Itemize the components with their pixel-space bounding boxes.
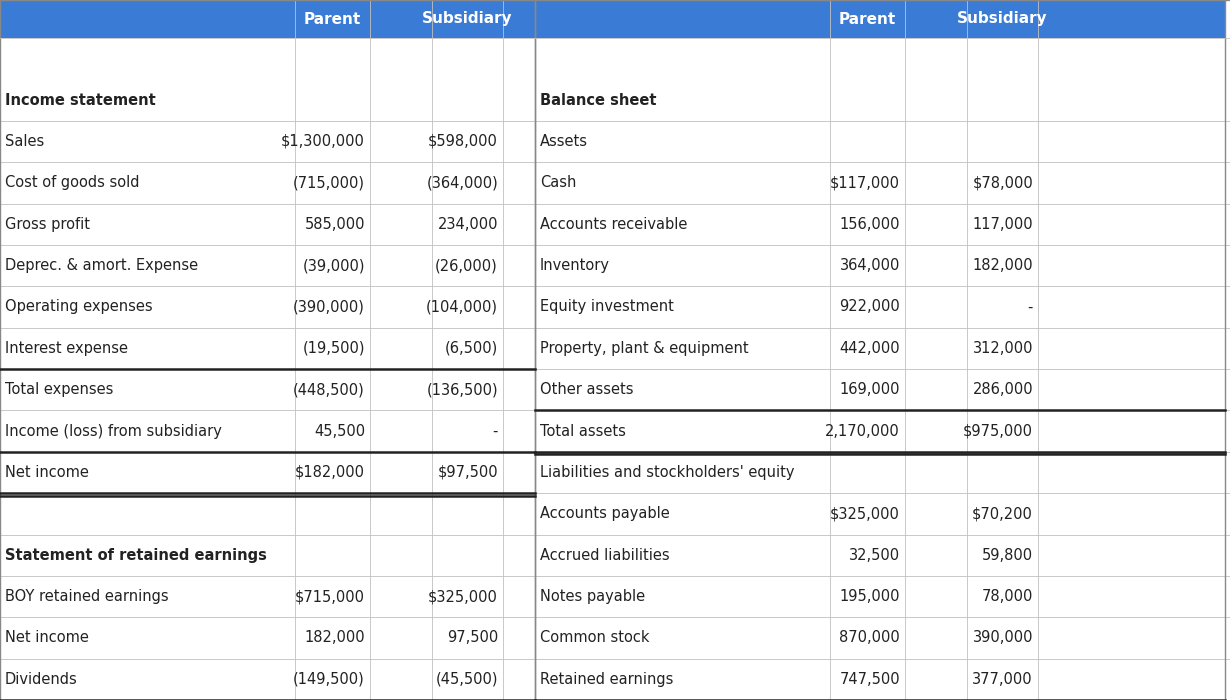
Text: $325,000: $325,000 xyxy=(830,506,900,522)
Text: Cost of goods sold: Cost of goods sold xyxy=(5,175,139,190)
Text: 377,000: 377,000 xyxy=(973,672,1033,687)
Text: 182,000: 182,000 xyxy=(304,631,365,645)
Text: Retained earnings: Retained earnings xyxy=(540,672,673,687)
Text: 870,000: 870,000 xyxy=(839,631,900,645)
Bar xyxy=(0,659,1230,700)
Text: (715,000): (715,000) xyxy=(293,175,365,190)
Text: Accounts payable: Accounts payable xyxy=(540,506,670,522)
Text: (136,500): (136,500) xyxy=(427,382,498,397)
Bar xyxy=(0,120,1230,162)
Text: 78,000: 78,000 xyxy=(982,589,1033,604)
Text: (104,000): (104,000) xyxy=(426,300,498,314)
Text: 364,000: 364,000 xyxy=(840,258,900,273)
Bar xyxy=(0,328,1230,369)
Text: (390,000): (390,000) xyxy=(293,300,365,314)
Text: -: - xyxy=(493,424,498,439)
Text: 169,000: 169,000 xyxy=(840,382,900,397)
Text: Income (loss) from subsidiary: Income (loss) from subsidiary xyxy=(5,424,221,439)
Text: $325,000: $325,000 xyxy=(428,589,498,604)
Text: 922,000: 922,000 xyxy=(839,300,900,314)
Text: Inventory: Inventory xyxy=(540,258,610,273)
Text: Statement of retained earnings: Statement of retained earnings xyxy=(5,547,267,563)
Text: $975,000: $975,000 xyxy=(963,424,1033,439)
Text: Common stock: Common stock xyxy=(540,631,649,645)
Text: Deprec. & amort. Expense: Deprec. & amort. Expense xyxy=(5,258,198,273)
Text: 97,500: 97,500 xyxy=(446,631,498,645)
Text: Assets: Assets xyxy=(540,134,588,149)
Bar xyxy=(0,617,1230,659)
Bar xyxy=(0,0,535,38)
Text: (149,500): (149,500) xyxy=(293,672,365,687)
Text: $70,200: $70,200 xyxy=(972,506,1033,522)
Text: Interest expense: Interest expense xyxy=(5,341,128,356)
Text: Subsidiary: Subsidiary xyxy=(422,11,513,27)
Text: Sales: Sales xyxy=(5,134,44,149)
Bar xyxy=(0,245,1230,286)
Bar xyxy=(0,204,1230,245)
Text: Accrued liabilities: Accrued liabilities xyxy=(540,547,669,563)
Text: $78,000: $78,000 xyxy=(972,175,1033,190)
Text: (364,000): (364,000) xyxy=(427,175,498,190)
Text: Balance sheet: Balance sheet xyxy=(540,92,657,108)
Text: $117,000: $117,000 xyxy=(830,175,900,190)
Text: -: - xyxy=(1027,300,1033,314)
Text: (45,500): (45,500) xyxy=(435,672,498,687)
Text: 747,500: 747,500 xyxy=(839,672,900,687)
Bar xyxy=(0,493,1230,535)
Text: (39,000): (39,000) xyxy=(303,258,365,273)
Text: Subsidiary: Subsidiary xyxy=(957,11,1048,27)
Text: Parent: Parent xyxy=(839,11,897,27)
Text: (19,500): (19,500) xyxy=(303,341,365,356)
Text: 59,800: 59,800 xyxy=(982,547,1033,563)
Text: (6,500): (6,500) xyxy=(445,341,498,356)
Text: 32,500: 32,500 xyxy=(849,547,900,563)
Bar xyxy=(0,535,1230,576)
Text: Operating expenses: Operating expenses xyxy=(5,300,153,314)
Text: 195,000: 195,000 xyxy=(840,589,900,604)
Text: Equity investment: Equity investment xyxy=(540,300,674,314)
Text: 312,000: 312,000 xyxy=(973,341,1033,356)
Text: 2,170,000: 2,170,000 xyxy=(825,424,900,439)
Text: 182,000: 182,000 xyxy=(973,258,1033,273)
Text: $1,300,000: $1,300,000 xyxy=(282,134,365,149)
Text: 585,000: 585,000 xyxy=(305,217,365,232)
Text: Other assets: Other assets xyxy=(540,382,633,397)
Text: (448,500): (448,500) xyxy=(293,382,365,397)
Text: Cash: Cash xyxy=(540,175,577,190)
Text: 45,500: 45,500 xyxy=(314,424,365,439)
Text: Liabilities and stockholders' equity: Liabilities and stockholders' equity xyxy=(540,465,795,480)
Text: Net income: Net income xyxy=(5,631,89,645)
Text: $182,000: $182,000 xyxy=(295,465,365,480)
Bar xyxy=(0,410,1230,452)
Text: 234,000: 234,000 xyxy=(438,217,498,232)
Text: Gross profit: Gross profit xyxy=(5,217,90,232)
Text: BOY retained earnings: BOY retained earnings xyxy=(5,589,169,604)
Text: $715,000: $715,000 xyxy=(295,589,365,604)
Text: (26,000): (26,000) xyxy=(435,258,498,273)
Text: Notes payable: Notes payable xyxy=(540,589,645,604)
Bar xyxy=(0,79,1230,120)
Bar xyxy=(0,576,1230,617)
Text: Income statement: Income statement xyxy=(5,92,156,108)
Text: Total expenses: Total expenses xyxy=(5,382,113,397)
Text: Dividends: Dividends xyxy=(5,672,77,687)
Text: Property, plant & equipment: Property, plant & equipment xyxy=(540,341,749,356)
Text: Parent: Parent xyxy=(304,11,362,27)
Text: 442,000: 442,000 xyxy=(839,341,900,356)
Bar xyxy=(0,162,1230,204)
Text: 390,000: 390,000 xyxy=(973,631,1033,645)
Text: Accounts receivable: Accounts receivable xyxy=(540,217,688,232)
Text: 156,000: 156,000 xyxy=(840,217,900,232)
Text: 117,000: 117,000 xyxy=(973,217,1033,232)
Text: Net income: Net income xyxy=(5,465,89,480)
Text: Total assets: Total assets xyxy=(540,424,626,439)
Bar xyxy=(0,286,1230,328)
Text: $598,000: $598,000 xyxy=(428,134,498,149)
Bar xyxy=(0,452,1230,493)
Text: $97,500: $97,500 xyxy=(438,465,498,480)
Text: 286,000: 286,000 xyxy=(973,382,1033,397)
Bar xyxy=(0,369,1230,410)
Bar xyxy=(535,0,1225,38)
